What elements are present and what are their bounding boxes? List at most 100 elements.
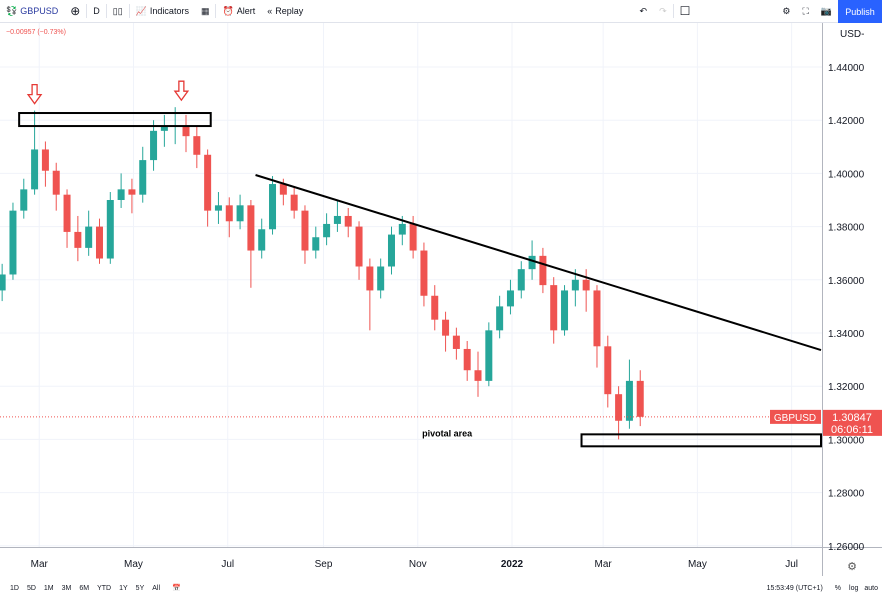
candle: [160, 114, 168, 147]
range-1y[interactable]: 1Y: [119, 584, 128, 592]
candle-body: [214, 205, 222, 211]
templates-button[interactable]: ▦: [195, 0, 216, 23]
candle: [193, 125, 201, 169]
candle-body: [561, 290, 569, 331]
change-readout: −0.00957 (−0.73%): [6, 29, 66, 36]
candle-body: [225, 205, 233, 222]
time-tick-label: Mar: [595, 559, 613, 570]
indicators-label: Indicators: [149, 6, 189, 16]
range-1m[interactable]: 1M: [43, 584, 54, 592]
replay-label: Replay: [275, 6, 304, 16]
range-all[interactable]: All: [152, 584, 161, 592]
range-5y[interactable]: 5Y: [135, 584, 145, 592]
interval-label: D: [93, 6, 100, 16]
log-toggle[interactable]: log: [849, 584, 859, 592]
percent-toggle[interactable]: %: [834, 584, 842, 592]
replay-icon: «: [267, 6, 273, 16]
chart-style-button[interactable]: ▯▯: [107, 0, 129, 23]
down-arrow-icon[interactable]: [173, 80, 190, 102]
indicators-button[interactable]: 📈 Indicators: [130, 0, 195, 23]
candle: [550, 277, 558, 344]
add-compare-icon: ⊕: [70, 4, 81, 18]
candle: [0, 263, 6, 302]
trendline[interactable]: [255, 174, 822, 351]
candle: [463, 340, 471, 381]
candle-body: [139, 160, 147, 195]
candle: [571, 269, 579, 307]
candle-body: [117, 189, 125, 200]
time-tick-label: Jul: [221, 559, 234, 570]
candle-body: [247, 205, 255, 251]
candle-body: [9, 210, 17, 275]
goto-date-icon[interactable]: 📅: [172, 585, 181, 592]
down-arrow-icon[interactable]: [26, 83, 43, 105]
candle: [41, 141, 49, 187]
snapshot-button[interactable]: 📷: [815, 0, 838, 23]
candle: [377, 258, 385, 299]
price-axis[interactable]: 1.44000 1.42000 1.40000 1.38000 1.36000 1.340…: [828, 63, 865, 553]
candle: [63, 189, 71, 248]
candle: [269, 176, 277, 235]
publish-button[interactable]: Publish: [838, 0, 882, 23]
clock[interactable]: 15:53:49 (UTC+1): [766, 584, 823, 592]
candle: [323, 213, 331, 246]
candle-body: [517, 269, 525, 291]
candle-body: [106, 200, 114, 259]
candle-body: [420, 250, 428, 296]
candle-body: [193, 136, 201, 155]
range-ytd[interactable]: YTD: [97, 584, 112, 592]
divider: [105, 4, 107, 18]
interval-button[interactable]: D: [87, 0, 106, 23]
range-6m[interactable]: 6M: [79, 584, 90, 592]
axis-settings-icon[interactable]: ⚙: [847, 561, 857, 573]
candles-style-icon: ▯▯: [112, 5, 123, 16]
candle-body: [290, 194, 298, 211]
candle: [593, 285, 601, 368]
redo-button[interactable]: ↷: [653, 0, 673, 23]
candle: [452, 327, 460, 360]
candle: [74, 215, 82, 262]
candle-body: [85, 226, 93, 248]
candle: [117, 173, 125, 208]
indicators-icon: 📈: [135, 5, 147, 16]
candle: [387, 226, 395, 275]
settings-button[interactable]: ⚙: [776, 0, 796, 23]
undo-button[interactable]: ↶: [634, 0, 654, 23]
candle-body: [496, 306, 504, 331]
compare-button[interactable]: ⊕: [64, 0, 86, 23]
auto-toggle[interactable]: auto: [864, 584, 878, 592]
range-1d[interactable]: 1D: [10, 584, 19, 592]
candle: [442, 311, 450, 352]
candle-body: [204, 154, 212, 211]
candle-body: [258, 229, 266, 251]
annotations[interactable]: pivotal area: [18, 80, 823, 448]
time-axis[interactable]: Mar May Jul Sep Nov 2022 Mar May Jul: [31, 559, 798, 570]
price-tick-label: 1.32000: [828, 382, 865, 393]
candle-body: [593, 290, 601, 347]
candle-body: [452, 335, 460, 349]
alert-icon: ⏰: [222, 5, 234, 16]
settings-icon: ⚙: [782, 5, 791, 16]
candle-body: [52, 170, 60, 195]
currency-selector[interactable]: USD-: [838, 28, 867, 41]
bottom-toolbar: 1D 5D 1M 3M 6M YTD 1Y 5Y All 📅 15:53:49 (UTC+1) …: [0, 576, 882, 600]
fullscreen-toggle-button[interactable]: ☐: [674, 0, 697, 23]
candle-body: [366, 266, 374, 291]
symbol-search[interactable]: 💱 GBPUSD: [0, 0, 64, 23]
price-tick-label: 1.30000: [828, 435, 865, 446]
range-3m[interactable]: 3M: [61, 584, 72, 592]
candle-body: [236, 205, 244, 222]
resistance-box[interactable]: [18, 112, 212, 128]
alert-button[interactable]: ⏰ Alert: [216, 0, 261, 23]
range-5d[interactable]: 5D: [26, 584, 36, 592]
divider: [128, 4, 130, 18]
candle: [561, 285, 569, 336]
candle: [604, 335, 612, 408]
time-tick-label: May: [688, 559, 707, 570]
candle-body: [312, 237, 320, 251]
fullscreen-button[interactable]: ⛶: [796, 0, 814, 23]
pivotal-area-box[interactable]: [580, 433, 823, 448]
replay-button[interactable]: «Replay: [261, 0, 309, 23]
candle-body: [128, 189, 136, 195]
